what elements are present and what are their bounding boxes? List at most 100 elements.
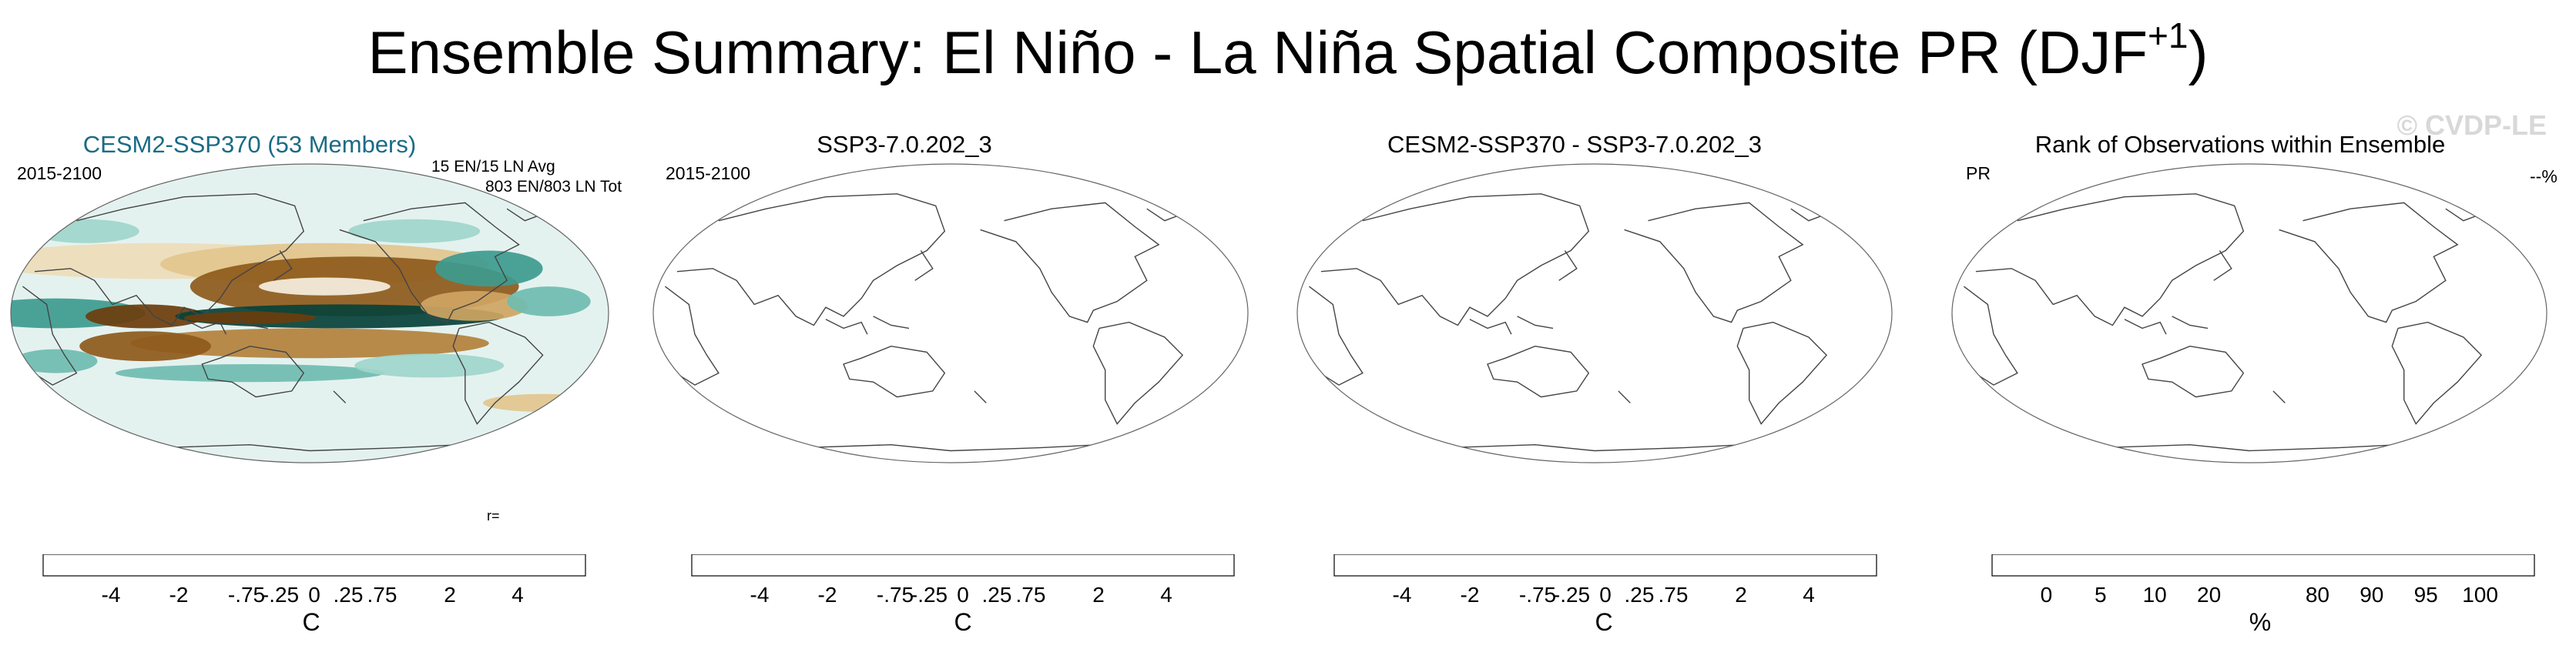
coastline: [980, 202, 1160, 323]
colorbar-tick-label: .25: [982, 583, 1012, 607]
colorbar-tick-label: 0: [957, 583, 969, 607]
colorbar-tick-label: -2: [1461, 583, 1480, 607]
coastline: [2172, 316, 2209, 330]
north-pacific-wet-anomaly: [348, 219, 481, 243]
colorbar-tick-label: .75: [1659, 583, 1689, 607]
colorbar-tick-label: -.25: [1553, 583, 1590, 607]
colorbar-frame: [42, 554, 586, 577]
coastline: [2142, 345, 2245, 398]
panel-rank-value: --%: [2530, 166, 2558, 186]
coastline: [333, 390, 347, 403]
coastline: [201, 345, 305, 398]
south-atlantic-dry-anomaly: [483, 393, 603, 412]
colorbar-frame: [1991, 554, 2535, 577]
colorbar-tick-label: 10: [2143, 583, 2167, 607]
maritime-dry-core-anomaly: [86, 304, 206, 329]
colorbar-tick-label: .25: [334, 583, 364, 607]
coastline: [2272, 390, 2286, 403]
coastline: [914, 250, 934, 281]
coastline: [1092, 321, 1184, 425]
coastlines: [664, 187, 1189, 452]
coastline: [664, 286, 719, 386]
colorbar-tick-label: 2: [444, 583, 456, 607]
coastline: [1624, 202, 1804, 323]
coastline: [873, 316, 910, 330]
panel-variable-label: PR: [1966, 163, 1991, 183]
coastline: [1963, 286, 2018, 386]
colorbar-tick-label: -.75: [877, 583, 914, 607]
coastline: [2213, 250, 2232, 281]
colorbar-tick-label: -.25: [262, 583, 299, 607]
panel-period-label: 2015-2100: [17, 163, 102, 183]
colorbar: -4 -2 -.75-.25 0 .25.75 2 4: [691, 554, 1235, 607]
title-close-paren: ): [2188, 18, 2209, 86]
coastline: [2279, 202, 2459, 323]
colorbar-tick-label: 0: [2041, 583, 2053, 607]
warm-pool-dry-anomaly: [184, 312, 316, 324]
colorbar-units: C: [1595, 608, 1613, 636]
coastline: [2124, 319, 2167, 335]
coastlines: [1963, 187, 2488, 452]
map-outline: [652, 163, 1249, 463]
coastline: [1736, 321, 1828, 425]
colorbar-tick-label: 0: [1599, 583, 1612, 607]
coastline: [825, 319, 868, 335]
colorbar: -4 -2 -.75-.25 0 .25.75 2 4: [42, 554, 586, 607]
panel-rank: Rank of Observations within Ensemble PR …: [1932, 115, 2576, 654]
north-asia-wet-anomaly: [32, 219, 139, 243]
colorbar-tick-label: 5: [2095, 583, 2107, 607]
watermark: © CVDP-LE: [2397, 109, 2547, 141]
colorbar-tick-label: 80: [2306, 583, 2329, 607]
colorbar-units: C: [954, 608, 972, 636]
map-outline: [1296, 163, 1893, 463]
colorbar-tick-label: 20: [2197, 583, 2221, 607]
coastline: [1517, 316, 1554, 330]
coastline: [339, 202, 520, 323]
colorbar-tick-label: -4: [102, 583, 121, 607]
panel-ensemble-mean: CESM2-SSP370 (53 Members) 2015-2100 15 E…: [0, 115, 644, 654]
colorbar-tick-label: .75: [367, 583, 397, 607]
coastline: [22, 286, 78, 386]
south-wet-band-anomaly: [115, 364, 384, 383]
coastline: [2391, 321, 2483, 425]
tropical-atlantic-wet-anomaly: [507, 286, 591, 316]
southwest-pacific-dry-anomaly: [79, 331, 211, 362]
title-text: Ensemble Summary: El Niño - La Niña Spat…: [367, 18, 2148, 86]
colorbar: 0 5 10 20 80 90 95 100: [1991, 554, 2535, 607]
colorbar-tick-label: 4: [512, 583, 524, 607]
coastline: [34, 193, 304, 326]
spcz-dry-anomaly: [130, 328, 489, 359]
coastline: [1469, 319, 1512, 335]
subtropical-north-light-anomaly: [259, 277, 391, 296]
map-outline: [1951, 163, 2547, 463]
coastline: [974, 390, 987, 403]
title-superscript: +1: [2148, 15, 2189, 55]
colorbar-tick-label: .75: [1016, 583, 1046, 607]
coastline: [452, 321, 544, 425]
colorbar-tick-label: 95: [2414, 583, 2438, 607]
colorbar-tick-label: -.75: [1519, 583, 1556, 607]
panel-total-label: 803 EN/803 LN Tot: [485, 178, 622, 196]
colorbar-tick-label: -4: [1393, 583, 1412, 607]
colorbar-units: C: [302, 608, 320, 636]
ensemble-map: [10, 163, 609, 463]
coastline: [676, 193, 946, 326]
coastline: [1975, 193, 2245, 326]
map-outline: [10, 163, 609, 463]
colorbar-tick-label: 4: [1803, 583, 1815, 607]
panel-observations: SSP3-7.0.202_3 2015-2100 -4 -2 -.75 -.25 0 .2…: [644, 115, 1288, 654]
coastline: [1308, 286, 1363, 386]
panel-title: CESM2-SSP370 (53 Members): [82, 131, 417, 158]
southern-indian-wet-anomaly: [13, 349, 98, 373]
colorbar-tick-label: -.75: [228, 583, 265, 607]
amazon-dry-anomaly: [420, 290, 528, 321]
difference-map: [1296, 163, 1893, 463]
figure-title: Ensemble Summary: El Niño - La Niña Spat…: [0, 14, 2576, 91]
panel-avg-label: 15 EN/15 LN Avg: [431, 158, 555, 176]
coastline: [273, 250, 293, 281]
colorbar-tick-label: 2: [1735, 583, 1747, 607]
colorbar-tick-label: 2: [1092, 583, 1105, 607]
coastline: [231, 316, 268, 330]
panel-period-label: 2015-2100: [666, 163, 750, 183]
colorbar-tick-label: .25: [1625, 583, 1655, 607]
